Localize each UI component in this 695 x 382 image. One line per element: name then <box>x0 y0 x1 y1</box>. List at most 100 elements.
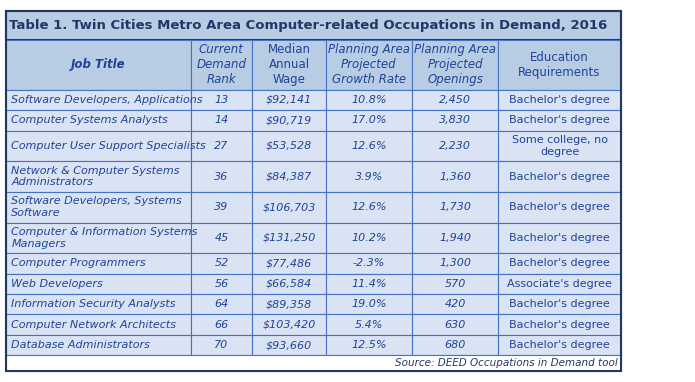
FancyBboxPatch shape <box>6 11 621 40</box>
Text: 630: 630 <box>444 320 466 330</box>
Text: Software Developers, Applications: Software Developers, Applications <box>11 95 203 105</box>
FancyBboxPatch shape <box>6 274 190 294</box>
FancyBboxPatch shape <box>252 90 326 110</box>
Text: $90,719: $90,719 <box>266 115 312 125</box>
FancyBboxPatch shape <box>6 110 190 131</box>
Text: Computer Programmers: Computer Programmers <box>11 258 146 269</box>
FancyBboxPatch shape <box>326 314 412 335</box>
FancyBboxPatch shape <box>190 335 252 355</box>
Text: 56: 56 <box>214 279 229 289</box>
Text: Computer User Support Specialists: Computer User Support Specialists <box>11 141 206 151</box>
FancyBboxPatch shape <box>326 222 412 253</box>
Text: Computer Systems Analysts: Computer Systems Analysts <box>11 115 168 125</box>
FancyBboxPatch shape <box>326 40 412 90</box>
Text: Bachelor's degree: Bachelor's degree <box>509 258 610 269</box>
Text: 64: 64 <box>214 299 229 309</box>
Text: $77,486: $77,486 <box>266 258 312 269</box>
FancyBboxPatch shape <box>6 294 190 314</box>
FancyBboxPatch shape <box>6 40 190 90</box>
Text: Bachelor's degree: Bachelor's degree <box>509 233 610 243</box>
Text: Bachelor's degree: Bachelor's degree <box>509 115 610 125</box>
FancyBboxPatch shape <box>252 335 326 355</box>
FancyBboxPatch shape <box>498 222 621 253</box>
FancyBboxPatch shape <box>412 314 498 335</box>
FancyBboxPatch shape <box>6 335 190 355</box>
FancyBboxPatch shape <box>6 192 190 222</box>
Text: Median
Annual
Wage: Median Annual Wage <box>268 44 311 86</box>
Text: 13: 13 <box>214 95 229 105</box>
FancyBboxPatch shape <box>252 274 326 294</box>
Text: 14: 14 <box>214 115 229 125</box>
FancyBboxPatch shape <box>498 335 621 355</box>
Text: 3,830: 3,830 <box>439 115 471 125</box>
Text: 36: 36 <box>214 172 229 181</box>
FancyBboxPatch shape <box>252 314 326 335</box>
Text: $53,528: $53,528 <box>266 141 312 151</box>
Text: 12.6%: 12.6% <box>351 141 386 151</box>
FancyBboxPatch shape <box>190 110 252 131</box>
FancyBboxPatch shape <box>498 110 621 131</box>
FancyBboxPatch shape <box>252 110 326 131</box>
FancyBboxPatch shape <box>412 222 498 253</box>
Text: Planning Area
Projected
Growth Rate: Planning Area Projected Growth Rate <box>328 44 410 86</box>
Text: $89,358: $89,358 <box>266 299 312 309</box>
FancyBboxPatch shape <box>326 192 412 222</box>
Text: 680: 680 <box>444 340 466 350</box>
FancyBboxPatch shape <box>190 40 252 90</box>
FancyBboxPatch shape <box>498 274 621 294</box>
FancyBboxPatch shape <box>252 253 326 274</box>
FancyBboxPatch shape <box>412 294 498 314</box>
FancyBboxPatch shape <box>6 253 190 274</box>
Text: Associate's degree: Associate's degree <box>507 279 612 289</box>
FancyBboxPatch shape <box>498 40 621 90</box>
Text: 420: 420 <box>444 299 466 309</box>
FancyBboxPatch shape <box>252 161 326 192</box>
FancyBboxPatch shape <box>326 110 412 131</box>
Text: Bachelor's degree: Bachelor's degree <box>509 340 610 350</box>
Text: 12.6%: 12.6% <box>351 202 386 212</box>
FancyBboxPatch shape <box>326 161 412 192</box>
Text: 66: 66 <box>214 320 229 330</box>
FancyBboxPatch shape <box>412 274 498 294</box>
FancyBboxPatch shape <box>498 314 621 335</box>
Text: 2,230: 2,230 <box>439 141 471 151</box>
FancyBboxPatch shape <box>498 131 621 161</box>
FancyBboxPatch shape <box>252 131 326 161</box>
Text: $84,387: $84,387 <box>266 172 312 181</box>
FancyBboxPatch shape <box>6 222 190 253</box>
FancyBboxPatch shape <box>6 355 621 371</box>
Text: 570: 570 <box>444 279 466 289</box>
FancyBboxPatch shape <box>412 90 498 110</box>
Text: $103,420: $103,420 <box>263 320 316 330</box>
Text: 12.5%: 12.5% <box>351 340 386 350</box>
FancyBboxPatch shape <box>326 274 412 294</box>
FancyBboxPatch shape <box>412 335 498 355</box>
FancyBboxPatch shape <box>412 192 498 222</box>
Text: 19.0%: 19.0% <box>351 299 386 309</box>
FancyBboxPatch shape <box>498 90 621 110</box>
FancyBboxPatch shape <box>252 222 326 253</box>
Text: 52: 52 <box>214 258 229 269</box>
Text: $106,703: $106,703 <box>263 202 316 212</box>
FancyBboxPatch shape <box>252 192 326 222</box>
Text: Computer Network Architects: Computer Network Architects <box>11 320 177 330</box>
Text: 1,360: 1,360 <box>439 172 471 181</box>
Text: Web Developers: Web Developers <box>11 279 103 289</box>
FancyBboxPatch shape <box>326 90 412 110</box>
FancyBboxPatch shape <box>498 294 621 314</box>
FancyBboxPatch shape <box>412 40 498 90</box>
Text: 1,300: 1,300 <box>439 258 471 269</box>
Text: Computer & Information Systems
Managers: Computer & Information Systems Managers <box>11 227 197 249</box>
Text: $131,250: $131,250 <box>263 233 316 243</box>
Text: Planning Area
Projected
Openings: Planning Area Projected Openings <box>414 44 496 86</box>
Text: Bachelor's degree: Bachelor's degree <box>509 299 610 309</box>
Text: Bachelor's degree: Bachelor's degree <box>509 95 610 105</box>
Text: 39: 39 <box>214 202 229 212</box>
FancyBboxPatch shape <box>412 253 498 274</box>
FancyBboxPatch shape <box>326 253 412 274</box>
Text: Education
Requirements: Education Requirements <box>518 51 600 79</box>
Text: Bachelor's degree: Bachelor's degree <box>509 320 610 330</box>
Text: Network & Computer Systems
Administrators: Network & Computer Systems Administrator… <box>11 166 180 187</box>
FancyBboxPatch shape <box>412 110 498 131</box>
Text: 1,940: 1,940 <box>439 233 471 243</box>
